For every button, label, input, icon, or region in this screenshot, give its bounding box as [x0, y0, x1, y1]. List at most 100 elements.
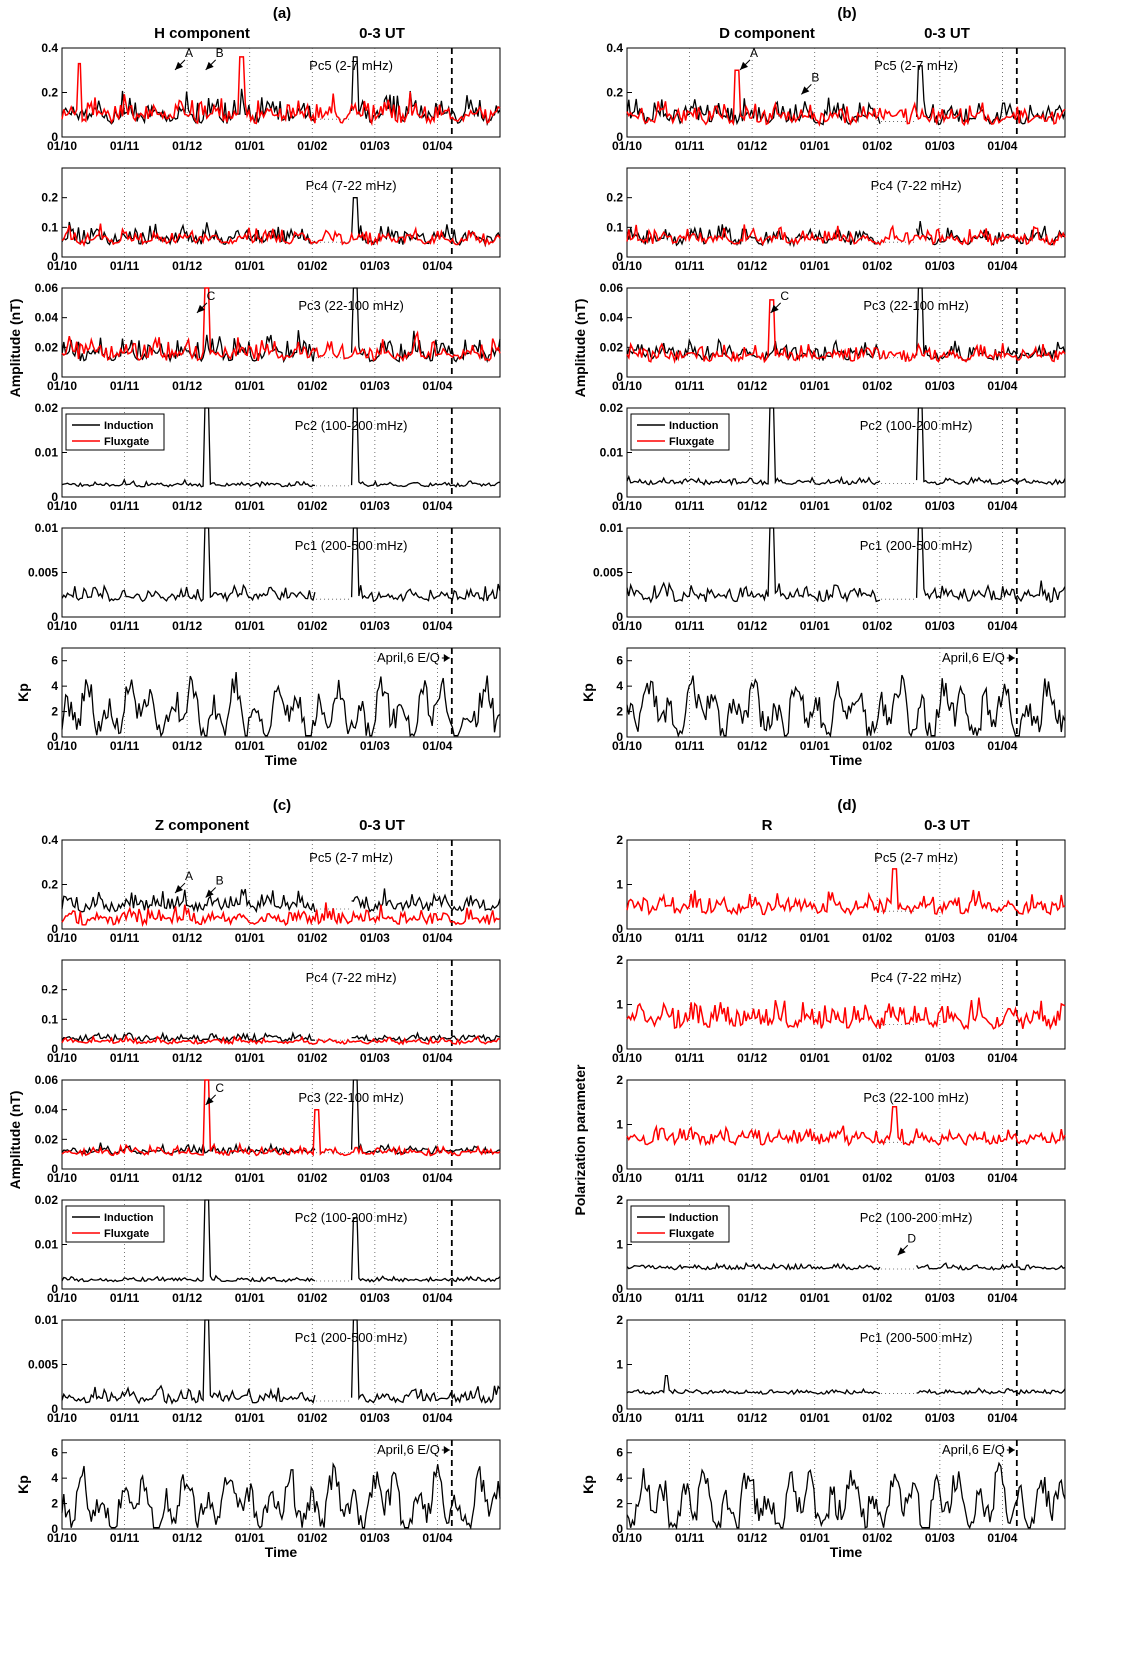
y-tick-label: 0.06 [35, 281, 59, 295]
y-tick-label: 2 [616, 953, 623, 967]
series-induction [61, 1462, 501, 1530]
date-tick-label: 01/04 [422, 619, 452, 633]
subplot-0: 01/10 01/11 01/12 01/01 01/02 01/03 01/04 0 1 2 Pc… [612, 833, 1066, 945]
y-axis-label: Amplitude (nT) [7, 1091, 23, 1190]
y-tick-label: 0 [616, 490, 623, 504]
series-induction [915, 407, 1066, 486]
axes-frame [626, 647, 1066, 738]
band-label: Pc3 (22-100 mHz) [298, 1090, 403, 1105]
date-tick-label: 01/03 [925, 1051, 955, 1065]
subplot-4: 01/10 01/11 01/12 01/01 01/02 01/03 01/04 0 1 2 Pc… [612, 1313, 1066, 1425]
band-label: Pc5 (2-7 mHz) [874, 850, 958, 865]
annotation-arrowhead [175, 61, 184, 70]
eq-label: April,6 E/Q [942, 650, 1005, 665]
band-label: Pc5 (2-7 mHz) [874, 58, 958, 73]
date-tick-label: 01/04 [987, 931, 1017, 945]
y-tick-label: 0 [616, 1042, 623, 1056]
axes-frame [626, 287, 1066, 378]
y-tick-label: 0 [616, 370, 623, 384]
axes-frame [626, 527, 1066, 618]
panel-letter: (d) [837, 797, 856, 814]
y-tick-label: 0.02 [35, 1132, 59, 1146]
date-tick-label: 01/10 [612, 1051, 642, 1065]
y-tick-label: 0 [616, 250, 623, 264]
date-tick-label: 01/12 [737, 499, 767, 513]
annotation-label: B [811, 70, 819, 84]
date-tick-label: 01/02 [297, 139, 327, 153]
subplot-4: 01/10 01/11 01/12 01/01 01/02 01/03 01/04 0 0.00… [593, 521, 1066, 633]
y-tick-label: 0 [616, 922, 623, 936]
date-tick-label: 01/10 [612, 259, 642, 273]
y-tick-label: 1 [616, 1238, 623, 1252]
legend-box [630, 413, 730, 451]
y-tick-label: 0.005 [593, 566, 623, 580]
band-label: Pc3 (22-100 mHz) [863, 298, 968, 313]
y-tick-label: 0.01 [35, 446, 59, 460]
y-tick-label: 6 [616, 654, 623, 668]
date-tick-label: 01/12 [737, 259, 767, 273]
date-tick-label: 01/01 [235, 139, 265, 153]
y-tick-label: 0.2 [606, 191, 623, 205]
y-tick-label: 0.02 [35, 401, 59, 415]
date-tick-label: 01/01 [235, 739, 265, 753]
date-tick-label: 01/11 [110, 1051, 140, 1065]
band-label: Pc2 (100-200 mHz) [295, 418, 408, 433]
date-tick-label: 01/02 [862, 931, 892, 945]
panel-letter: (c) [273, 797, 291, 814]
band-label: Pc1 (200-500 mHz) [295, 538, 408, 553]
series-induction [915, 527, 1066, 603]
annotation-label: C [780, 289, 789, 303]
date-tick-label: 01/03 [925, 259, 955, 273]
date-tick-label: 01/02 [862, 499, 892, 513]
y-tick-label: 0 [616, 130, 623, 144]
date-tick-label: 01/01 [800, 1291, 830, 1305]
series-induction [350, 1217, 501, 1283]
band-label: Pc5 (2-7 mHz) [309, 58, 393, 73]
y-tick-label: 0.02 [600, 340, 624, 354]
subplot-0: 01/10 01/11 01/12 01/01 01/02 01/03 01/04 0 0.2 0… [41, 833, 501, 945]
annotation-label: B [216, 46, 224, 60]
series-fluxgate [626, 868, 1066, 916]
y-tick-label: 0.005 [28, 566, 58, 580]
date-tick-label: 01/01 [800, 1171, 830, 1185]
date-tick-label: 01/03 [925, 931, 955, 945]
y-tick-label: 0.4 [41, 41, 58, 55]
axes-frame [626, 167, 1066, 258]
date-tick-label: 01/12 [172, 739, 202, 753]
annotation-label: C [207, 289, 216, 303]
date-tick-label: 01/01 [800, 259, 830, 273]
x-axis-label: Time [265, 752, 298, 768]
date-tick-label: 01/01 [800, 379, 830, 393]
annotation-arrowhead [205, 889, 214, 898]
series-induction [351, 1031, 501, 1043]
series-induction [61, 407, 316, 488]
panel-title: H component [154, 25, 250, 42]
annotation-arrowhead [740, 61, 749, 70]
date-tick-label: 01/11 [110, 1291, 140, 1305]
date-tick-label: 01/03 [925, 1171, 955, 1185]
date-tick-label: 01/04 [987, 1291, 1017, 1305]
series-induction [916, 1387, 1066, 1396]
subplot-5: 01/10 01/11 01/12 01/01 01/02 01/03 01/04 0 2 4 6 K… [580, 1439, 1066, 1560]
date-tick-label: 01/03 [360, 1291, 390, 1305]
date-tick-label: 01/11 [110, 619, 140, 633]
y-tick-label: 0 [616, 1162, 623, 1176]
date-tick-label: 01/10 [47, 1171, 77, 1185]
y-tick-label: 0 [616, 730, 623, 744]
date-tick-label: 01/03 [360, 139, 390, 153]
date-tick-label: 01/01 [235, 379, 265, 393]
date-tick-label: 01/11 [110, 931, 140, 945]
annotation-label: A [185, 869, 193, 883]
date-tick-label: 01/01 [800, 739, 830, 753]
date-tick-label: 01/01 [235, 931, 265, 945]
date-tick-label: 01/11 [110, 739, 140, 753]
series-fluxgate [61, 223, 501, 248]
date-tick-label: 01/03 [925, 499, 955, 513]
date-tick-label: 01/11 [675, 931, 705, 945]
y-tick-label: 0.2 [41, 878, 58, 892]
series-induction [350, 287, 501, 364]
series-fluxgate [61, 1079, 501, 1158]
axes-frame [61, 959, 501, 1050]
date-tick-label: 01/10 [47, 739, 77, 753]
axes-frame [626, 1319, 1066, 1410]
